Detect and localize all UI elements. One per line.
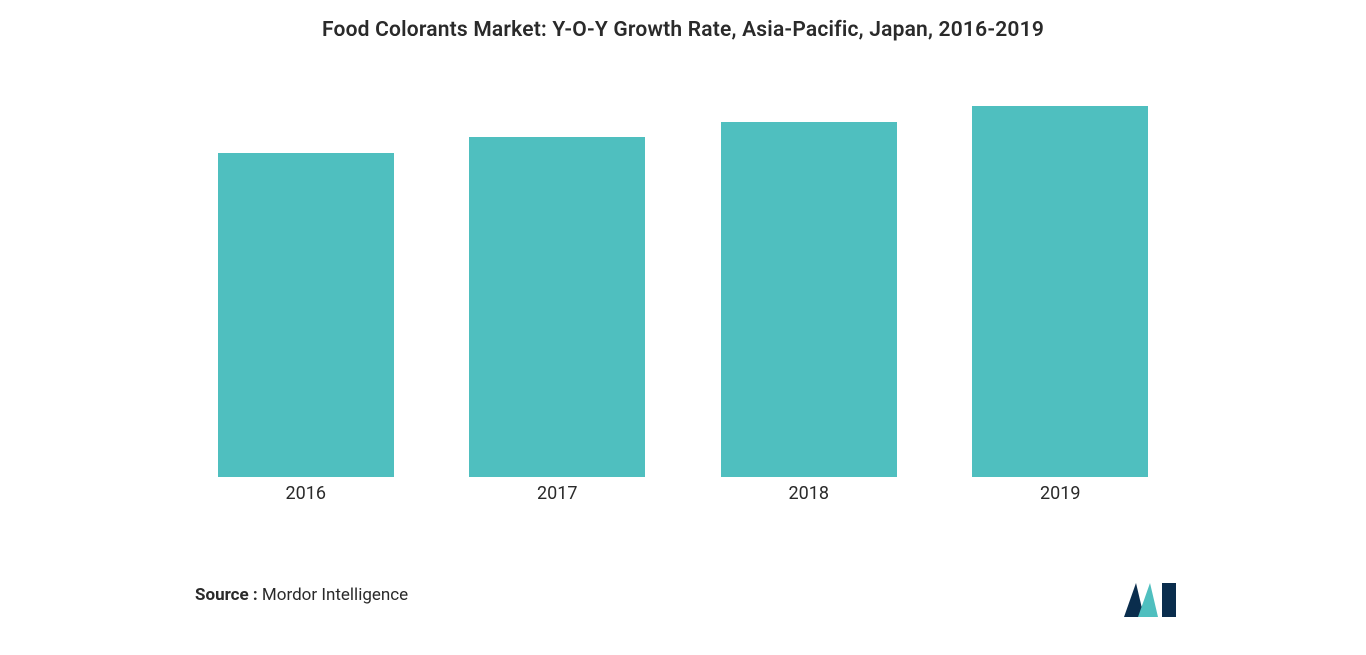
x-label: 2017 — [432, 483, 684, 504]
bar-slot — [180, 82, 432, 477]
source-label: Source : — [195, 585, 258, 605]
bar-slot — [432, 82, 684, 477]
x-label: 2018 — [683, 483, 935, 504]
bar-2016 — [218, 153, 394, 477]
chart-title: Food Colorants Market: Y-O-Y Growth Rate… — [0, 0, 1366, 52]
bar-slot — [683, 82, 935, 477]
source-citation: Source : Mordor Intelligence — [195, 585, 408, 605]
bar-2017 — [469, 137, 645, 477]
plot-area — [180, 82, 1186, 477]
bar-2018 — [721, 122, 897, 478]
chart-container: Food Colorants Market: Y-O-Y Growth Rate… — [0, 0, 1366, 655]
logo-bar-2 — [1138, 583, 1158, 617]
x-axis-labels: 2016 2017 2018 2019 — [180, 483, 1186, 504]
bar-slot — [935, 82, 1187, 477]
bar-2019 — [972, 106, 1148, 477]
source-text: Mordor Intelligence — [258, 585, 408, 605]
x-label: 2019 — [935, 483, 1187, 504]
logo-bar-3 — [1162, 583, 1176, 617]
x-label: 2016 — [180, 483, 432, 504]
logo-svg — [1124, 583, 1176, 617]
bars-row — [180, 82, 1186, 477]
mordor-logo-icon — [1124, 583, 1176, 617]
